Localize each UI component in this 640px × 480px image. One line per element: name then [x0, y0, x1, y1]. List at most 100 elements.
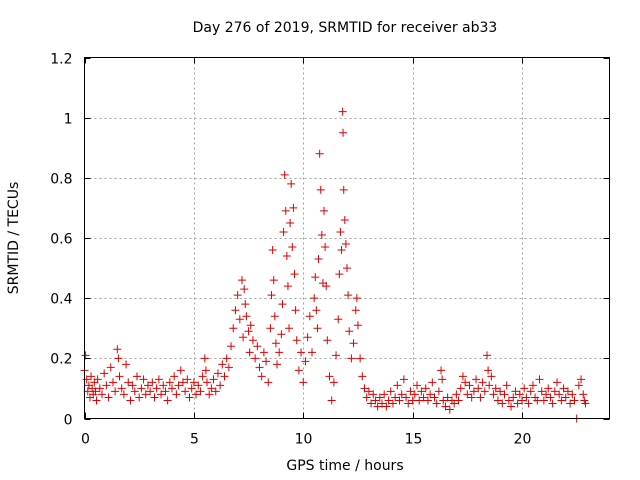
- data-point: [439, 396, 448, 405]
- data-point: [172, 390, 181, 399]
- data-point: [192, 390, 201, 399]
- data-point: [339, 185, 348, 194]
- data-point: [544, 384, 553, 393]
- y-axis-label: SRMTID / TECUs: [6, 182, 22, 295]
- data-point: [557, 396, 566, 405]
- data-point: [83, 387, 92, 396]
- data-point: [472, 375, 481, 384]
- data-point: [485, 381, 494, 390]
- data-point: [454, 396, 463, 405]
- data-point: [496, 387, 505, 396]
- data-point: [277, 330, 286, 339]
- data-point: [139, 375, 148, 384]
- data-point: [428, 378, 437, 387]
- data-point: [352, 294, 361, 303]
- data-point: [239, 333, 248, 342]
- data-point: [196, 387, 205, 396]
- y-tick-label: 1.2: [50, 52, 72, 68]
- data-point: [220, 372, 229, 381]
- data-point: [404, 399, 413, 408]
- data-point: [305, 312, 314, 321]
- data-point: [483, 351, 491, 360]
- data-point: [205, 390, 214, 399]
- data-point: [574, 381, 583, 390]
- data-point: [382, 402, 391, 411]
- data-point: [251, 354, 260, 363]
- data-point: [91, 387, 100, 396]
- data-point: [282, 252, 291, 261]
- data-point: [579, 390, 588, 399]
- data-point: [143, 381, 152, 390]
- data-point: [548, 399, 557, 408]
- data-point: [224, 363, 233, 372]
- data-point: [257, 372, 266, 381]
- data-point: [146, 387, 155, 396]
- data-point: [504, 396, 513, 405]
- data-point: [441, 402, 450, 411]
- data-point: [168, 384, 176, 393]
- data-point: [555, 390, 564, 399]
- data-point: [222, 354, 231, 363]
- data-point: [378, 399, 386, 408]
- data-point: [507, 402, 516, 411]
- data-point: [311, 273, 320, 282]
- data-point: [255, 363, 264, 372]
- data-point: [269, 276, 278, 285]
- data-point: [308, 348, 316, 357]
- data-point: [264, 378, 273, 387]
- data-point: [336, 227, 345, 236]
- data-point: [303, 333, 312, 342]
- data-point: [325, 372, 334, 381]
- y-tick-label: 0.8: [50, 172, 72, 188]
- data-point: [163, 396, 172, 405]
- data-point: [297, 348, 306, 357]
- data-point: [288, 243, 297, 252]
- data-point: [391, 393, 400, 402]
- data-point: [98, 390, 106, 399]
- data-point: [141, 390, 150, 399]
- data-point: [520, 384, 529, 393]
- data-point: [358, 372, 367, 381]
- data-point: [133, 372, 141, 381]
- data-point: [176, 366, 185, 375]
- data-point: [286, 218, 295, 227]
- data-point: [380, 390, 389, 399]
- data-point: [170, 372, 179, 381]
- data-point: [465, 381, 474, 390]
- data-point: [124, 378, 133, 387]
- data-point: [432, 399, 441, 408]
- grid: [84, 57, 610, 419]
- data-point: [315, 149, 324, 158]
- data-point: [240, 285, 249, 294]
- data-point: [327, 396, 336, 405]
- data-point: [253, 342, 262, 351]
- data-point: [81, 351, 90, 360]
- data-point: [321, 243, 330, 252]
- data-point: [347, 354, 356, 363]
- data-point: [535, 375, 544, 384]
- data-point: [246, 321, 255, 330]
- y-tick-label: 0: [64, 413, 73, 429]
- y-tick-label: 0.4: [50, 292, 72, 308]
- data-point: [522, 393, 531, 402]
- data-point: [273, 360, 281, 369]
- data-point: [426, 390, 435, 399]
- data-point: [244, 327, 253, 336]
- data-point: [113, 345, 122, 354]
- data-point: [443, 393, 452, 402]
- data-point: [537, 387, 546, 396]
- data-point: [399, 375, 408, 384]
- data-point: [463, 390, 472, 399]
- data-point: [528, 381, 537, 390]
- data-point: [291, 306, 300, 315]
- data-point: [566, 399, 575, 408]
- data-point: [335, 270, 344, 279]
- data-point: [314, 255, 323, 264]
- data-point: [178, 378, 187, 387]
- data-point: [493, 396, 502, 405]
- data-point: [421, 384, 430, 393]
- data-point: [231, 306, 240, 315]
- data-point: [511, 387, 520, 396]
- data-point: [563, 387, 572, 396]
